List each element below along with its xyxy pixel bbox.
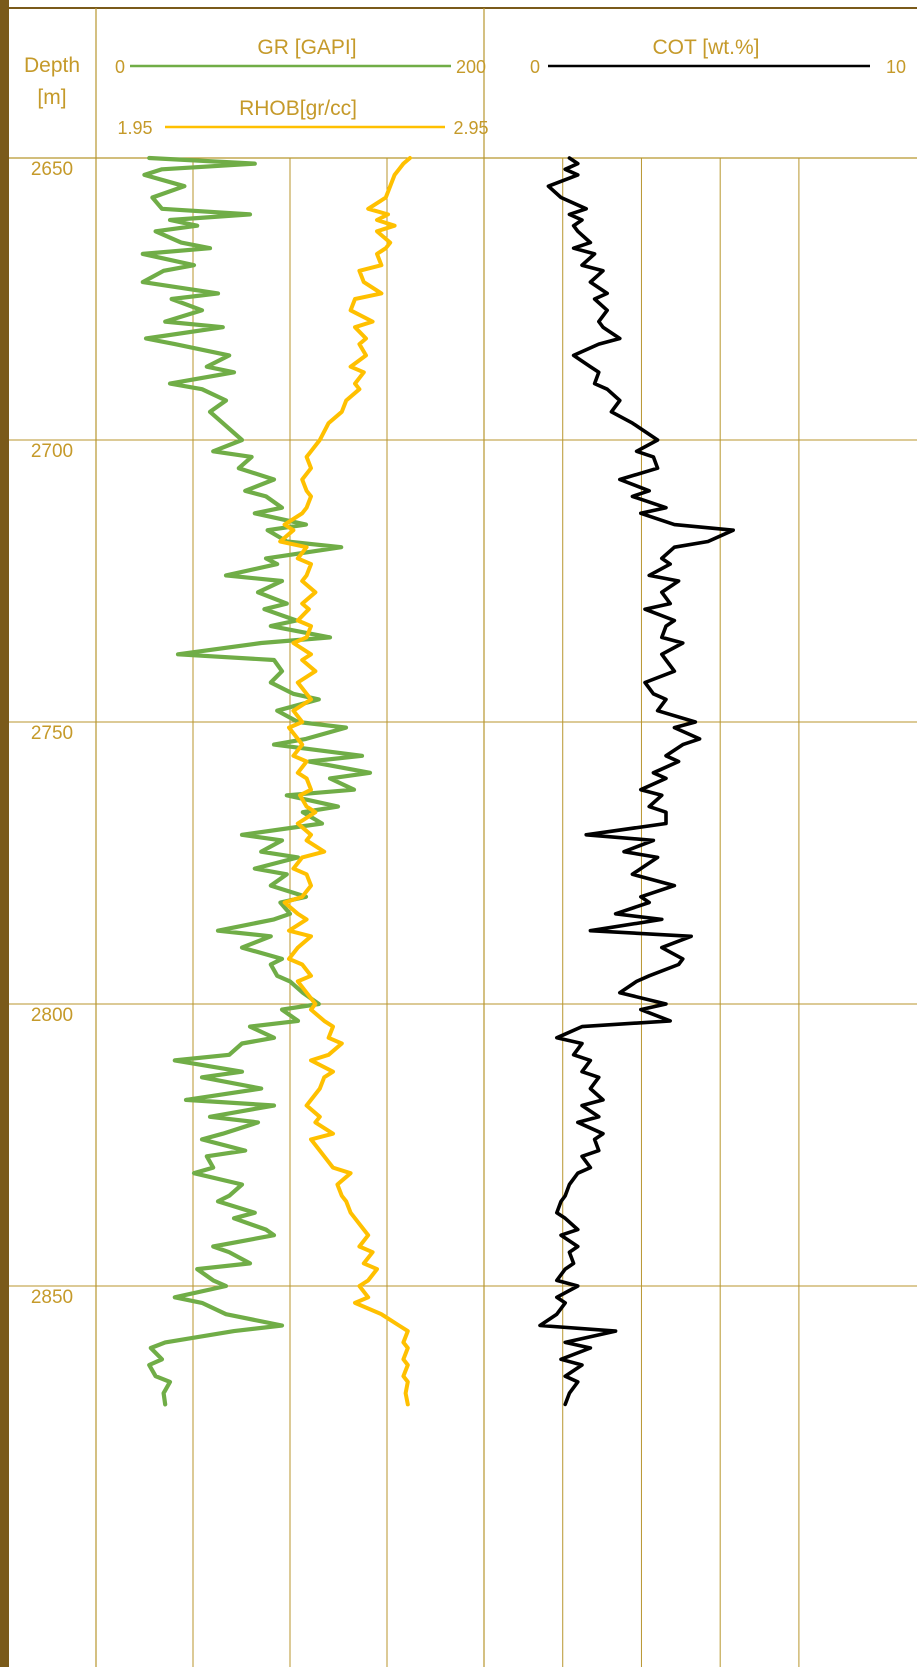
depth-axis-title: Depth	[24, 54, 80, 77]
rhob-curve	[278, 156, 412, 1407]
depth-tick-label: 2750	[31, 723, 73, 744]
curves-layer	[140, 155, 736, 1407]
depth-tick-label: 2850	[31, 1287, 73, 1308]
labels-layer: 2650 2700 2750 2800 2850 Depth [m] 0 200 GR [GAPI…	[24, 36, 906, 1308]
cot-curve	[538, 156, 736, 1407]
cot-curve-name: COT [wt.%]	[653, 36, 760, 59]
rhob-scale-max: 2.95	[453, 118, 488, 138]
gr-scale-min: 0	[115, 57, 125, 77]
cot-scale-min: 0	[530, 57, 540, 77]
rhob-scale-min: 1.95	[117, 118, 152, 138]
depth-axis-unit: [m]	[37, 86, 66, 109]
depth-tick-label: 2650	[31, 159, 73, 180]
depth-tick-label: 2800	[31, 1005, 73, 1026]
left-border	[0, 0, 9, 1667]
gr-curve-name: GR [GAPI]	[257, 36, 356, 59]
gr-scale-max: 200	[456, 57, 486, 77]
gr-curve	[140, 155, 373, 1407]
cot-scale-max: 10	[886, 57, 906, 77]
depth-tick-label: 2700	[31, 441, 73, 462]
rhob-curve-name: RHOB[gr/cc]	[239, 97, 357, 120]
